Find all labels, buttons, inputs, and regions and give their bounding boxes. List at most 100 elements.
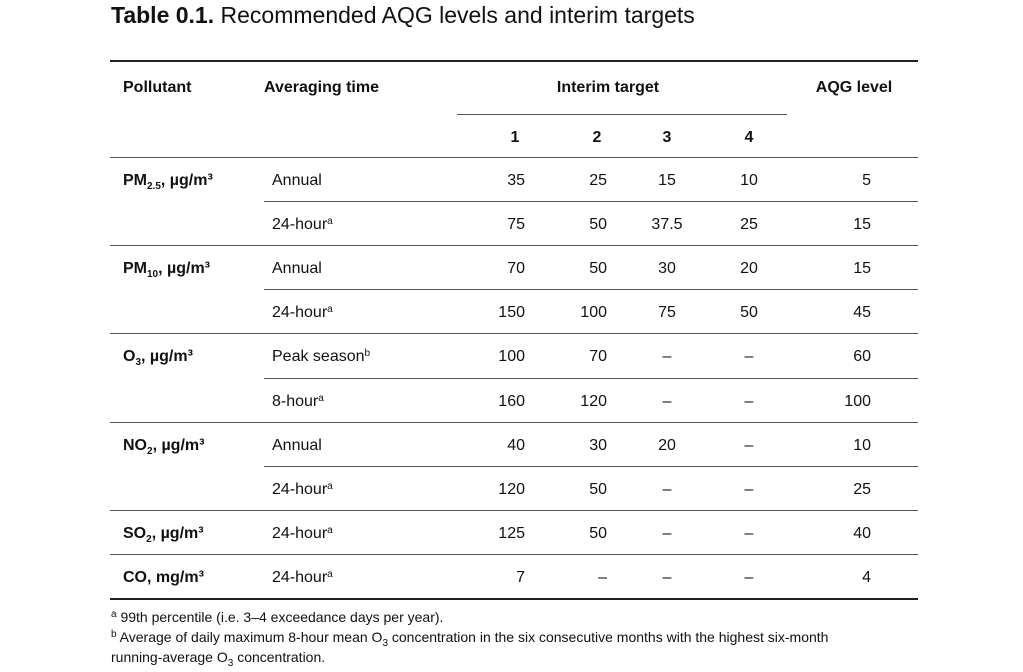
cell: 35 xyxy=(507,172,525,189)
cell: 40 xyxy=(507,436,525,454)
pollutant-base: SO xyxy=(123,524,147,542)
cell: 20 xyxy=(740,260,758,278)
pollutant-base: PM xyxy=(123,172,147,189)
cell: 100 xyxy=(580,304,607,322)
cell: 100 xyxy=(498,348,525,366)
footnote-mark: b xyxy=(111,629,117,640)
cell: – xyxy=(662,348,672,366)
pollutant-base: NO xyxy=(123,436,147,454)
averaging-time: Annual xyxy=(272,171,322,191)
pollutant: NO2, µg/m³ xyxy=(123,436,205,457)
time: 24-hour xyxy=(272,216,328,234)
note-mark: b xyxy=(364,348,371,360)
pollutant: SO2, µg/m³ xyxy=(123,524,204,545)
averaging-time: 24-houra xyxy=(272,215,333,235)
cell: 45 xyxy=(853,304,871,322)
cell: 4 xyxy=(862,568,871,586)
cell: 37.5 xyxy=(651,216,683,234)
averaging-time: 8-houra xyxy=(272,392,324,412)
cell: 125 xyxy=(498,524,525,542)
averaging-time: Annual xyxy=(272,259,322,279)
pollutant-unit: , µg/m³ xyxy=(141,348,193,366)
rule xyxy=(264,201,918,202)
cell: 40 xyxy=(853,524,871,542)
footnote-text: running-average O xyxy=(111,649,228,665)
cell: 120 xyxy=(580,392,607,410)
rule xyxy=(110,157,918,158)
pollutant-unit: , µg/m³ xyxy=(158,260,211,278)
averaging-time: 24-houra xyxy=(272,480,333,500)
cell: 100 xyxy=(844,392,871,410)
note-mark: a xyxy=(318,392,324,404)
cell: 10 xyxy=(853,436,871,454)
target-number: 1 xyxy=(510,129,520,146)
time: 24-hour xyxy=(272,480,328,498)
cell: 150 xyxy=(498,304,525,322)
header: AQG level xyxy=(815,79,893,96)
rule xyxy=(110,245,918,246)
cell: 20 xyxy=(658,436,676,454)
footnote-text: 99th percentile (i.e. 3–4 exceedance day… xyxy=(116,609,444,625)
cell: 50 xyxy=(589,260,607,278)
cell: 7 xyxy=(516,568,525,586)
rule xyxy=(110,60,918,62)
title-text: Recommended AQG levels and interim targe… xyxy=(220,2,695,28)
cell: – xyxy=(744,392,754,410)
footnote-text: concentration in the six consecutive mon… xyxy=(388,629,829,645)
time: 8-hour xyxy=(272,392,319,410)
time: Peak season xyxy=(272,348,365,366)
time: 24-hour xyxy=(272,304,328,322)
header: Averaging time xyxy=(264,79,379,96)
title: Table 0.1. Recommended AQG levels and in… xyxy=(111,2,695,29)
rule xyxy=(264,289,918,290)
footnote: b Average of daily maximum 8-hour mean O… xyxy=(111,627,829,649)
pollutant: PM2.5, µg/m³ xyxy=(123,171,213,192)
rule xyxy=(264,378,918,379)
cell: – xyxy=(598,568,607,586)
note-mark: a xyxy=(327,216,333,228)
averaging-time: 24-houra xyxy=(272,524,333,544)
cell: 25 xyxy=(853,480,871,498)
target-number: 3 xyxy=(662,129,672,146)
cell: 70 xyxy=(507,260,525,278)
cell: 10 xyxy=(740,172,758,189)
footnote: a 99th percentile (i.e. 3–4 exceedance d… xyxy=(111,607,443,627)
header: Interim target xyxy=(556,79,660,96)
averaging-time: 24-houra xyxy=(272,568,333,588)
cell: 15 xyxy=(853,260,871,278)
note-mark: a xyxy=(327,480,333,492)
pollutant-unit: , mg/m³ xyxy=(147,568,204,586)
rule xyxy=(110,510,918,511)
cell: – xyxy=(662,568,672,586)
cell: 25 xyxy=(589,172,607,189)
cell: 25 xyxy=(740,216,758,234)
pollutant-sub: 10 xyxy=(147,269,159,281)
header: Pollutant xyxy=(123,79,192,96)
rule xyxy=(110,554,918,555)
cell: 15 xyxy=(658,172,676,189)
pollutant: O3, µg/m³ xyxy=(123,347,193,368)
rule xyxy=(457,114,787,115)
cell: – xyxy=(662,524,672,542)
target-number: 2 xyxy=(592,129,602,146)
cell: 15 xyxy=(853,216,871,234)
cell: 30 xyxy=(658,260,676,278)
pollutant-unit: , µg/m³ xyxy=(151,524,204,542)
cell: 75 xyxy=(658,304,676,322)
time: Annual xyxy=(272,436,322,454)
footnote-mark: a xyxy=(111,609,117,620)
averaging-time: 24-houra xyxy=(272,303,333,323)
footnote-text: Average of daily maximum 8-hour mean O xyxy=(116,629,383,645)
footnote-sub: 3 xyxy=(382,638,388,649)
pollutant: CO, mg/m³ xyxy=(123,568,204,588)
target-number: 4 xyxy=(744,129,754,146)
pollutant-sub: 2 xyxy=(146,533,152,545)
pollutant: PM10, µg/m³ xyxy=(123,259,211,281)
time: 24-hour xyxy=(272,568,328,586)
pollutant-unit: , µg/m³ xyxy=(152,436,205,454)
time: Annual xyxy=(272,172,322,189)
cell: 30 xyxy=(589,436,607,454)
cell: 75 xyxy=(507,216,525,234)
cell: 120 xyxy=(498,480,525,498)
